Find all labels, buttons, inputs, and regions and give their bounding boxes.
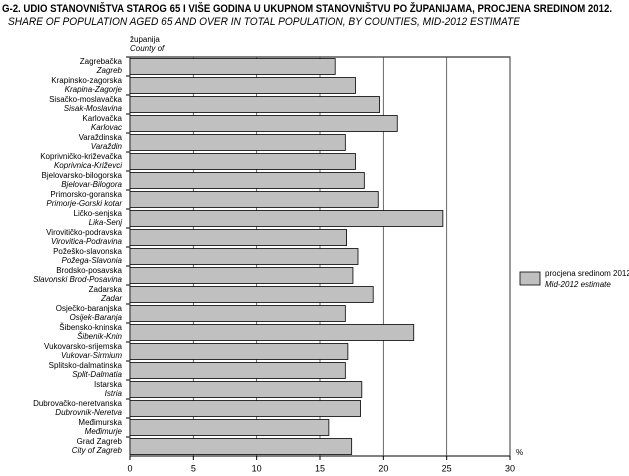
category-label: Šibensko-kninska [59,323,122,332]
bar [129,343,349,360]
category-label-en: Zagreb [96,66,123,75]
category-label-en: Primorje-Gorski kotar [46,199,122,208]
category-label-en: Međimurje [85,427,123,436]
category-label: Ličko-senjska [74,209,123,218]
x-tick-label: 10 [252,463,262,473]
category-label: Krapinsko-zagorska [51,76,122,85]
category-label-en: Varaždin [91,142,123,151]
bar [129,77,356,94]
category-label: Koprivničko-križevačka [40,152,122,161]
category-label: Sisačko-moslavačka [49,95,122,104]
bar [129,134,346,151]
category-label-en: Sisak-Moslavina [64,104,123,113]
category-label: Virovitičko-podravska [46,228,122,237]
legend-label: procjena sredinom 2012. [545,269,629,278]
legend-label-en: Mid-2012 estimate [545,280,611,289]
chart-subtitle: SHARE OF POPULATION AGED 65 AND OVER IN … [8,16,521,28]
category-label-en: Vukovar-Sirmium [61,351,122,360]
bar [129,381,363,398]
bar [129,115,398,132]
bar [129,58,336,75]
bar [129,191,379,208]
x-tick-label: 5 [191,463,196,473]
bar [129,248,359,265]
y-axis-label: županija [130,35,160,44]
category-label-en: Šibenik-Knin [77,332,122,341]
category-label-en: Virovitica-Podravina [51,237,123,246]
x-axis-label: % [516,448,523,457]
category-label: Osječko-baranjska [56,304,123,313]
bar [129,362,346,379]
bar [129,419,330,436]
category-label-en: City of Zagreb [72,446,123,455]
bar [129,267,354,284]
category-label: Dubrovačko-neretvanska [33,399,122,408]
bar [129,172,365,189]
category-label-en: Osijek-Baranja [70,313,123,322]
bar [129,229,348,246]
category-label-en: Split-Dalmatia [72,370,122,379]
bar [129,438,353,455]
category-label: Karlovačka [82,114,122,123]
bar [129,400,361,417]
category-label-en: Zadar [100,294,122,303]
category-label-en: Požega-Slavonia [62,256,123,265]
category-label: Vukovarsko-srijemska [44,342,122,351]
category-label: Istarska [94,380,123,389]
category-label-en: Istria [105,389,123,398]
x-tick-label: 20 [378,463,388,473]
category-label: Zadarska [89,285,123,294]
x-tick-label: 30 [505,463,515,473]
category-label: Splitsko-dalmatinska [49,361,123,370]
legend-swatch [519,271,541,286]
category-label: Međimurska [78,418,122,427]
category-label: Primorsko-goranska [50,190,122,199]
category-label: Brodsko-posavska [56,266,122,275]
category-label-en: Karlovac [91,123,122,132]
category-label: Bjelovarsko-bilogorska [42,171,123,180]
bar [129,324,415,341]
bar [129,96,380,113]
category-label-en: Bjelovar-Bilogora [61,180,122,189]
category-label-en: Lika-Senj [89,218,123,227]
bar [129,286,374,303]
bar [129,210,444,227]
chart-title: G-2. UDIO STANOVNIŠTVA STAROG 65 I VIŠE … [2,2,612,15]
bar [129,153,356,170]
category-label: Zagrebačka [80,57,123,66]
category-label-en: Krapina-Zagorje [65,85,123,94]
category-label: Grad Zagreb [77,437,123,446]
x-tick-label: 25 [442,463,452,473]
category-label: Varaždinska [79,133,123,142]
y-axis-label-en: County of [130,44,165,53]
category-label-en: Slavonski Brod-Posavina [33,275,122,284]
category-label: Požeško-slavonska [53,247,122,256]
x-tick-label: 15 [315,463,325,473]
bar [129,305,346,322]
category-label-en: Dubrovnik-Neretva [55,408,122,417]
x-tick-label: 0 [127,463,132,473]
category-label-en: Koprivnica-Križevci [54,161,122,170]
